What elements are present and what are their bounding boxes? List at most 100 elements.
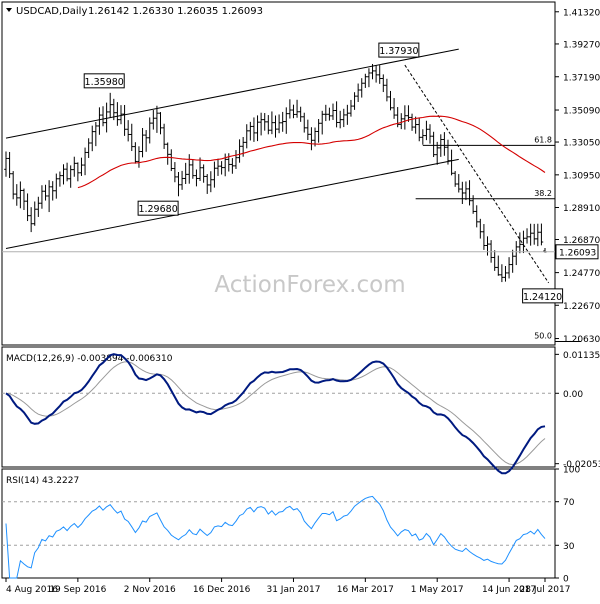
- fib-label: 50.0: [534, 332, 552, 341]
- ohlc-bar: [413, 116, 418, 134]
- fib-label: 38.2: [534, 189, 552, 198]
- date-tick-label: 1 May 2017: [411, 585, 464, 595]
- ohlc-bar: [417, 117, 422, 142]
- ohlc-bar: [280, 111, 285, 132]
- watermark: ActionForex.com: [214, 272, 405, 298]
- ohlc-bar: [169, 149, 174, 172]
- price-tick-label: 1.33050: [563, 139, 600, 149]
- ohlc-bar: [68, 165, 73, 188]
- ohlc-bar: [180, 170, 184, 190]
- ohlc-bar: [191, 159, 195, 179]
- date-tick-label: 16 Dec 2016: [193, 585, 251, 595]
- price-annotation: 1.29680: [137, 200, 179, 216]
- ohlc-bar: [79, 157, 84, 176]
- ohlc-bar: [273, 115, 278, 138]
- ohlc-bar: [50, 181, 55, 201]
- ohlc-bar: [101, 106, 105, 127]
- ohlc-bar: [302, 112, 307, 133]
- ohlc-bar: [453, 171, 457, 187]
- ohlc-bar: [129, 123, 134, 152]
- ohlc-bar: [29, 207, 33, 233]
- ohlc-bar: [381, 74, 386, 93]
- ohlc-bar: [338, 110, 342, 129]
- ohlc-bar: [306, 119, 310, 140]
- ohlc-bar: [428, 124, 432, 144]
- ohlc-bar: [40, 185, 44, 209]
- ohlc-bar: [162, 123, 166, 149]
- ohlc-bar: [367, 68, 371, 88]
- price-tick-label: 1.41320: [563, 8, 600, 18]
- price-panel-frame: [1, 1, 556, 346]
- ohlc-bar: [65, 162, 69, 182]
- ohlc-bar: [410, 113, 414, 131]
- ohlc-bar: [126, 120, 130, 142]
- ohlc-bar: [295, 99, 299, 118]
- channel-lower-line: [5, 158, 459, 249]
- ohlc-bar: [352, 92, 357, 110]
- ohlc-bar: [72, 156, 77, 177]
- rsi-line: [5, 495, 546, 579]
- ohlc-bar: [356, 83, 360, 102]
- ohlc-bar: [43, 184, 48, 201]
- ohlc-bar: [291, 104, 296, 119]
- price-tick-label: 1.28910: [563, 204, 600, 214]
- ohlc-bar: [54, 173, 59, 199]
- macd-main-line: [5, 353, 546, 475]
- price-tick-label: 1.35090: [563, 107, 600, 117]
- ohlc-bar: [525, 228, 529, 244]
- date-tick-label: 2 Nov 2016: [124, 585, 176, 595]
- ohlc-bar: [32, 201, 37, 226]
- ohlc-bar: [94, 122, 98, 147]
- price-tick-label: 1.26870: [563, 236, 600, 246]
- ohlc-bar: [216, 158, 220, 176]
- ohlc-bar: [324, 104, 328, 122]
- ohlc-bar: [424, 120, 429, 141]
- ohlc-bar: [370, 63, 375, 80]
- ohlc-values: 1.26142 1.26330 1.26035 1.26093: [88, 6, 263, 17]
- ohlc-bar: [288, 99, 292, 119]
- annotation-box: [137, 200, 179, 216]
- collapse-triangle-icon[interactable]: [6, 8, 12, 12]
- ma-line: [77, 115, 546, 189]
- ohlc-bar: [133, 142, 138, 164]
- rsi-tick-label: 0: [563, 575, 569, 585]
- macd-label: MACD(12,26,9) -0.003894 -0.006310: [6, 354, 173, 364]
- ohlc-bar: [4, 151, 8, 177]
- price-tick-label: 1.24770: [563, 269, 600, 279]
- ohlc-bar: [421, 129, 425, 145]
- date-tick-label: 4 Aug 2016: [6, 585, 58, 595]
- date-tick-label: 28 Jul 2017: [520, 585, 571, 595]
- ohlc-bar: [83, 147, 87, 176]
- ohlc-bar: [403, 105, 407, 130]
- ohlc-bar: [377, 65, 382, 84]
- ohlc-bar: [18, 181, 23, 209]
- ohlc-bar: [90, 125, 95, 152]
- ohlc-bar: [510, 249, 515, 273]
- symbol-label: USDCAD,Daily: [16, 6, 87, 17]
- ohlc-bar: [165, 142, 170, 165]
- ohlc-bar: [115, 102, 120, 126]
- ohlc-bar: [385, 78, 389, 102]
- annotation-box: [83, 73, 125, 89]
- price-annotation: 1.35980: [83, 73, 125, 89]
- price-bars: [4, 63, 547, 283]
- price-axis: 1.41320 1.39270 1.37190 1.35090 1.33050 1.309…: [555, 8, 600, 345]
- moving-average: [77, 115, 546, 189]
- ohlc-bar: [313, 127, 317, 147]
- ohlc-bar: [137, 146, 141, 168]
- ohlc-bar: [234, 150, 238, 170]
- macd-lines: [5, 353, 546, 475]
- channel-upper-line: [5, 48, 459, 139]
- ohlc-bar: [528, 223, 533, 246]
- ohlc-bar: [298, 106, 303, 122]
- ohlc-bar: [514, 241, 519, 266]
- ohlc-bar: [374, 65, 378, 83]
- macd-tick-label: 0.011355: [563, 351, 600, 361]
- channel-lines: [5, 48, 550, 284]
- ohlc-bar: [406, 105, 411, 122]
- ohlc-bar: [320, 110, 325, 135]
- date-tick-label: 19 Sep 2016: [49, 585, 106, 595]
- ohlc-bar: [478, 218, 483, 239]
